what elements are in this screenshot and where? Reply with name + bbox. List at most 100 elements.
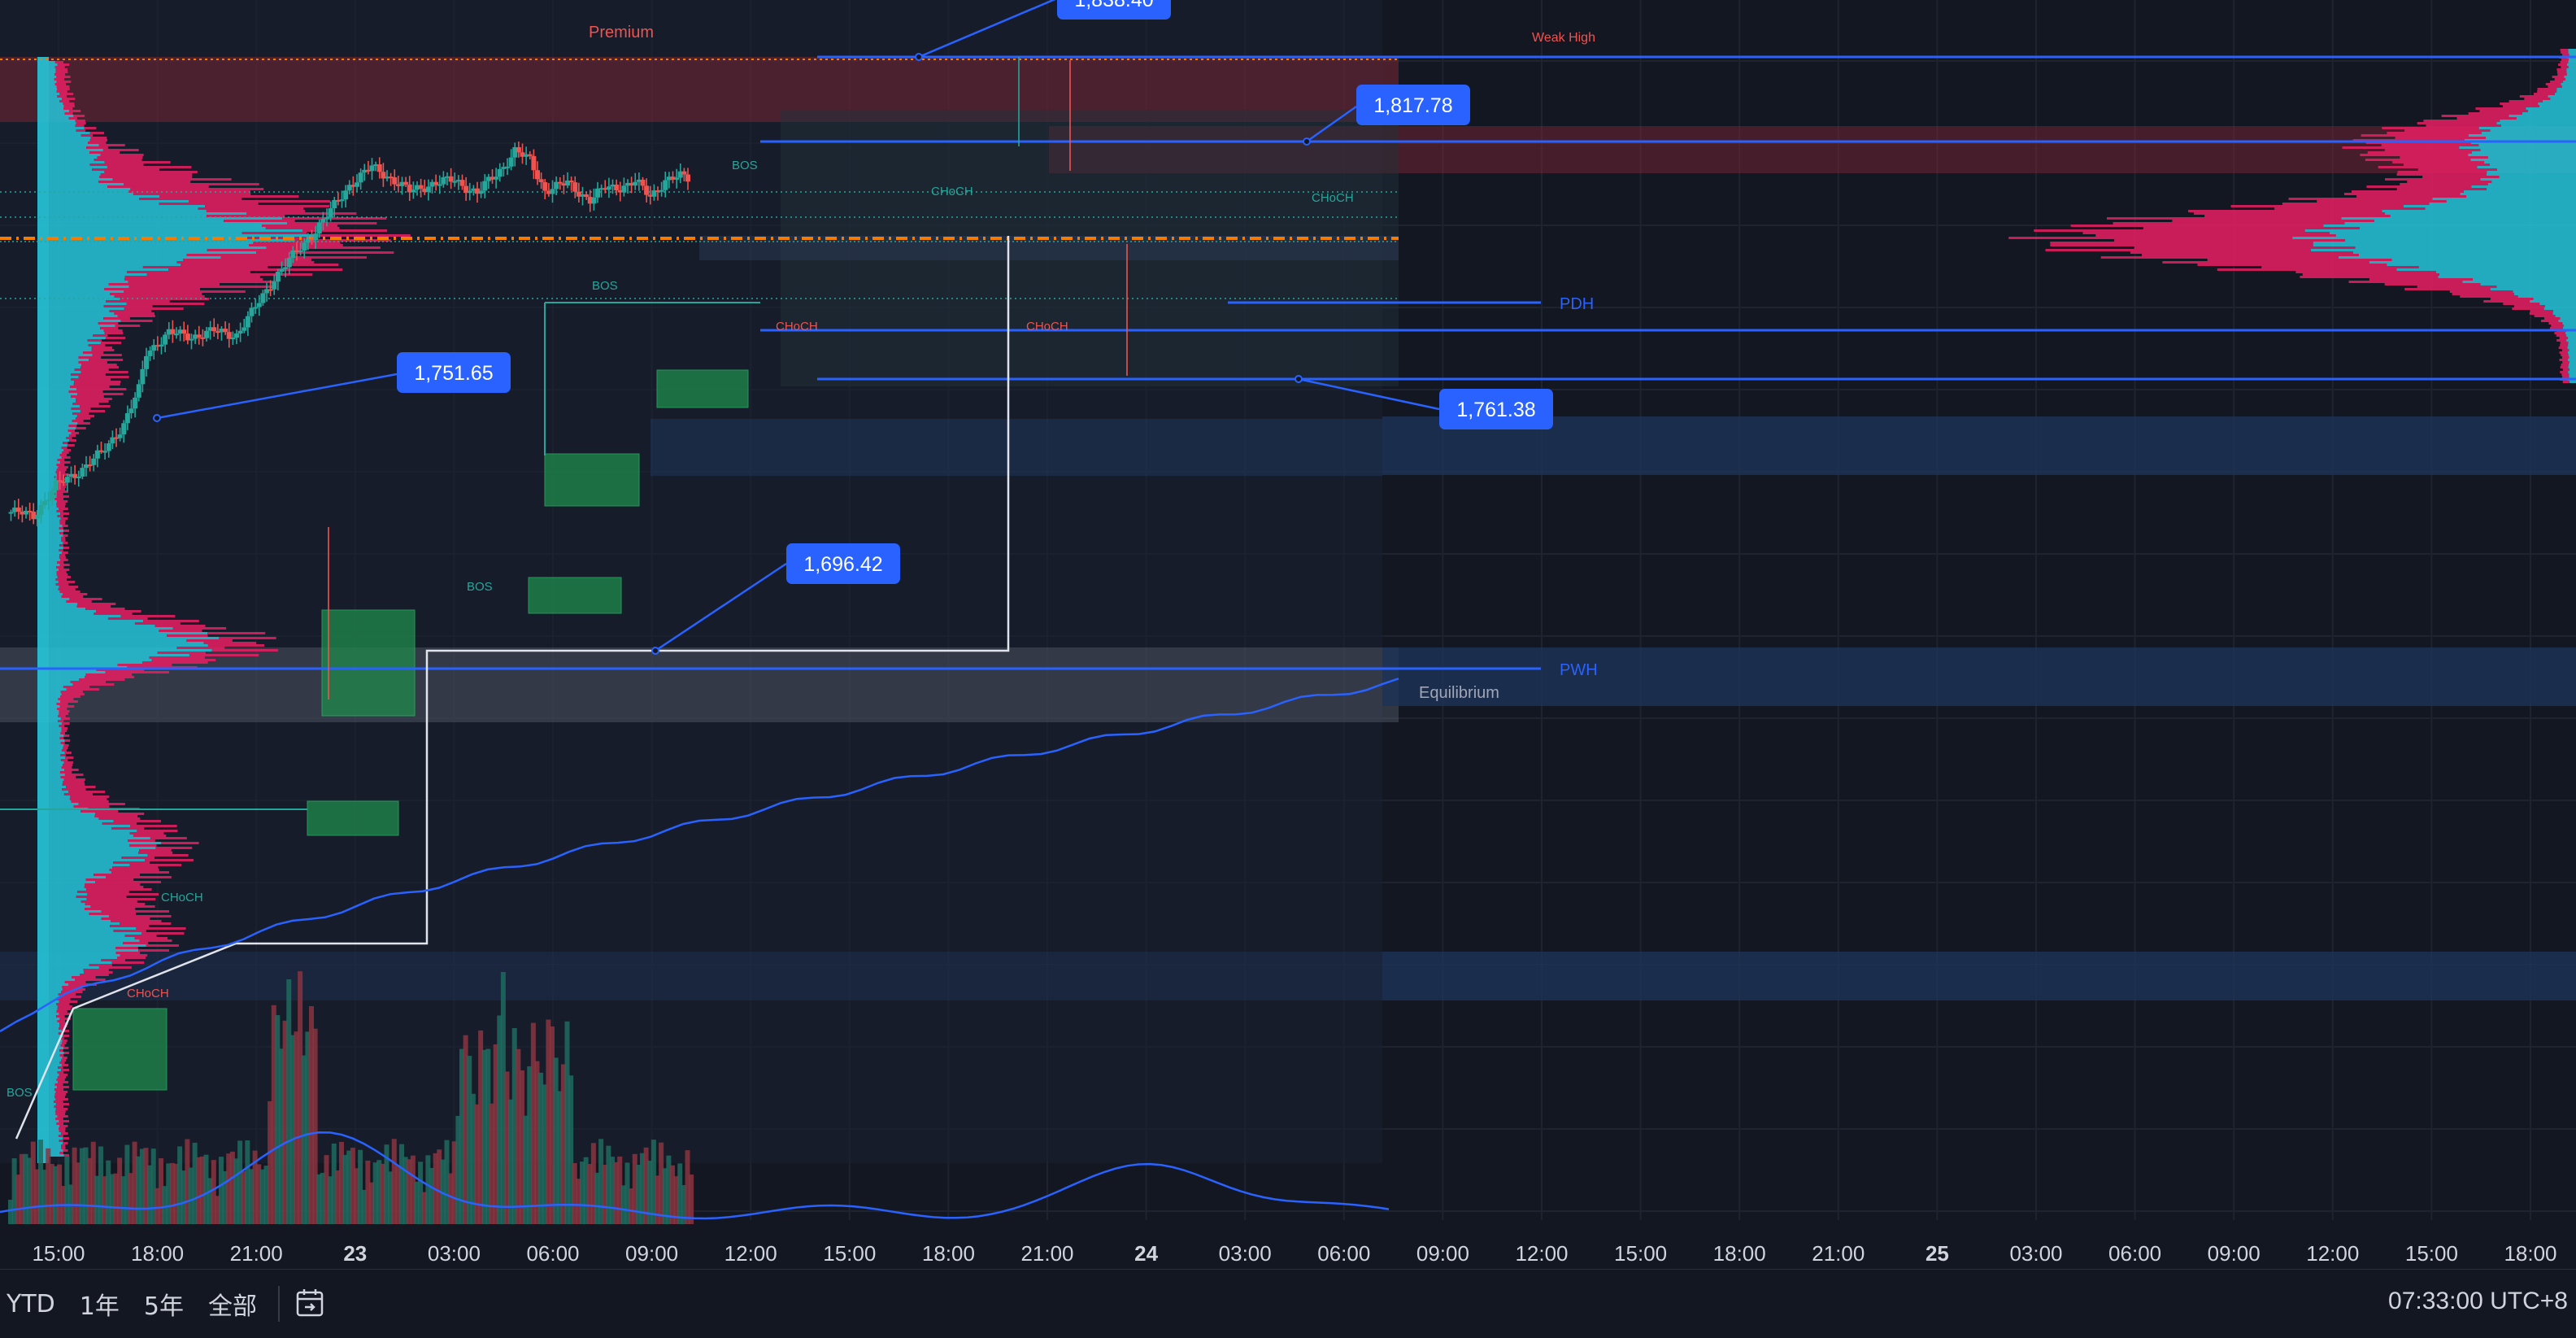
vp-bar-down xyxy=(141,661,208,664)
vp-bar-up xyxy=(49,449,64,451)
vp-bar-down xyxy=(89,964,112,966)
x-tick-label: 23 xyxy=(343,1241,367,1266)
vp-bar-down xyxy=(92,354,122,356)
candle-body xyxy=(151,345,157,351)
candle-body xyxy=(663,180,668,190)
volume-bar xyxy=(474,1104,480,1224)
candle-body xyxy=(452,181,458,183)
vp-bar-up xyxy=(49,337,106,339)
vp-right-bar-up xyxy=(2466,195,2576,198)
vp-bar-down xyxy=(59,1061,65,1064)
order-block xyxy=(72,1008,168,1091)
vp-bar-down xyxy=(124,935,157,937)
vp-bar-up xyxy=(49,124,76,127)
range-button-ytd[interactable]: YTD xyxy=(7,1289,55,1318)
timezone-clock[interactable]: 07:33:00 UTC+8 xyxy=(2388,1288,2568,1314)
volume-bar xyxy=(328,1176,333,1224)
callout-connector xyxy=(156,373,398,420)
vp-bar-down xyxy=(151,659,216,661)
vp-bar-down xyxy=(83,969,109,971)
volume-bar xyxy=(594,1172,600,1224)
volume-bar xyxy=(289,1035,295,1224)
vp-bar-down xyxy=(130,825,177,827)
vp-right-bar-up xyxy=(2472,278,2576,281)
vp-bar-down xyxy=(63,744,69,747)
x-tick-label: 18:00 xyxy=(131,1241,184,1266)
candle-body xyxy=(154,345,160,347)
vp-bar-up xyxy=(49,971,85,974)
candle-body xyxy=(144,355,149,369)
volume-bar xyxy=(312,1028,318,1224)
vp-right-bar-up xyxy=(2544,305,2576,307)
vp-bar-up xyxy=(49,110,70,112)
vp-bar-down xyxy=(211,649,278,652)
vp-bar-down xyxy=(104,332,124,334)
vp-bar-down xyxy=(100,327,119,329)
vp-bar-up xyxy=(49,144,99,146)
vp-bar-down xyxy=(58,588,76,591)
vp-bar-up xyxy=(49,925,111,927)
vp-bar-down xyxy=(70,681,107,683)
volume-bar xyxy=(120,1176,126,1224)
range-button-5y[interactable]: 5年 xyxy=(143,1292,184,1321)
vp-bar-down xyxy=(139,939,172,942)
volume-bar xyxy=(376,1160,382,1224)
candle-body xyxy=(204,330,209,338)
vp-bar-up xyxy=(49,293,111,295)
vp-right-bar-down xyxy=(2562,376,2569,378)
vp-right-bar-down xyxy=(2348,281,2463,283)
price-chart[interactable]: Premium Weak HighEquilibriumPDHPWHBOSBOSB… xyxy=(0,0,2576,1269)
vp-bar-up xyxy=(49,517,61,520)
vp-bar-up xyxy=(49,422,78,425)
range-button-1y[interactable]: 1年 xyxy=(79,1292,120,1321)
vp-bar-up xyxy=(49,476,54,478)
vp-bar-up xyxy=(49,637,220,639)
vp-bar-down xyxy=(159,203,259,205)
volume-bar xyxy=(177,1146,183,1224)
vp-bar-up xyxy=(49,1108,56,1110)
vp-right-bar-up xyxy=(2543,307,2576,310)
candle-body xyxy=(230,338,236,340)
x-tick-label: 03:00 xyxy=(1219,1241,1272,1266)
vp-bar-up xyxy=(49,600,67,603)
vp-right-bar-down xyxy=(2537,88,2557,90)
vp-bar-up xyxy=(49,166,107,168)
vp-bar-down xyxy=(110,293,202,295)
candle-body xyxy=(520,152,525,157)
vp-bar-down xyxy=(71,408,91,410)
vp-bar-up xyxy=(49,151,90,154)
vp-bar-down xyxy=(157,652,206,654)
volume-bar xyxy=(380,1163,385,1224)
vp-bar-down xyxy=(154,625,206,627)
volume-bar xyxy=(478,1030,484,1224)
vp-bar-down xyxy=(83,351,104,354)
candle-body xyxy=(177,329,183,334)
goto-date-icon[interactable] xyxy=(294,1288,327,1320)
vp-bar-down xyxy=(89,139,108,142)
vp-right-bar-up xyxy=(2565,334,2576,337)
vp-bar-up xyxy=(49,251,257,254)
candle-body xyxy=(388,177,394,179)
volume-bar xyxy=(249,1169,254,1224)
vp-bar-down xyxy=(62,551,68,554)
candle-body xyxy=(106,443,111,451)
vp-bar-up xyxy=(49,505,57,508)
range-button-all[interactable]: 全部 xyxy=(207,1292,257,1321)
vp-bar-down xyxy=(94,815,138,817)
vp-bar-up xyxy=(49,813,96,815)
vp-bar-up xyxy=(49,717,61,720)
vp-bar-down xyxy=(56,85,70,88)
vp-bar-up xyxy=(49,939,140,942)
vp-right-bar-up xyxy=(2385,212,2576,215)
vp-bar-down xyxy=(103,317,130,320)
vp-bar-down xyxy=(61,537,66,539)
vp-bar-up xyxy=(49,1088,55,1091)
vp-bar-up xyxy=(49,547,63,549)
vp-right-bar-down xyxy=(2512,307,2544,310)
vp-right-bar-down xyxy=(2561,59,2569,61)
vp-bar-up xyxy=(49,356,79,359)
vp-bar-down xyxy=(102,822,137,825)
candle-body xyxy=(369,165,375,172)
vp-bar-up xyxy=(49,622,135,625)
chart-area[interactable]: Premium Weak High Equilibrium PDH PWH BOS BOS B… xyxy=(0,0,2576,1269)
